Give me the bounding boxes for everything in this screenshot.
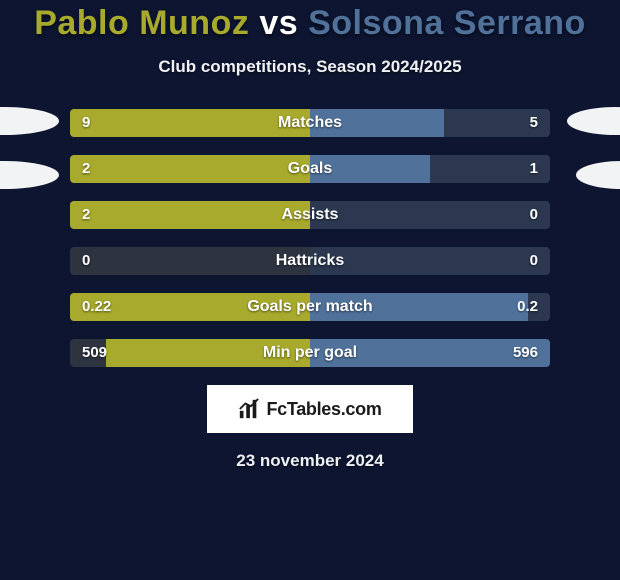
player2-name: Solsona Serrano — [308, 4, 586, 42]
page-title: Pablo Munoz vs Solsona Serrano — [0, 4, 620, 43]
stat-row: 95Matches — [70, 109, 550, 137]
stats-chart: 95Matches21Goals20Assists00Hattricks0.22… — [70, 109, 550, 367]
avatar-placeholder — [567, 107, 620, 135]
stat-value-right: 596 — [501, 339, 550, 367]
stat-row: 00Hattricks — [70, 247, 550, 275]
stat-row: 0.220.2Goals per match — [70, 293, 550, 321]
stat-value-left: 0 — [70, 247, 102, 275]
stat-value-right: 0 — [518, 247, 550, 275]
avatar-placeholder — [0, 161, 59, 189]
stat-value-right: 5 — [518, 109, 550, 137]
subtitle: Club competitions, Season 2024/2025 — [0, 57, 620, 77]
stat-row: 20Assists — [70, 201, 550, 229]
stat-value-left: 9 — [70, 109, 102, 137]
stat-row: 509596Min per goal — [70, 339, 550, 367]
stat-value-left: 2 — [70, 201, 102, 229]
stat-value-left: 509 — [70, 339, 119, 367]
player1-name: Pablo Munoz — [34, 4, 249, 42]
comparison-infographic: Pablo Munoz vs Solsona Serrano Club comp… — [0, 0, 620, 471]
player1-avatar-slot — [0, 109, 60, 189]
stat-value-left: 2 — [70, 155, 102, 183]
stat-value-right: 0.2 — [505, 293, 550, 321]
date-text: 23 november 2024 — [0, 451, 620, 471]
fctables-logo: FcTables.com — [207, 385, 413, 433]
avatar-placeholder — [0, 107, 59, 135]
vs-text: vs — [259, 4, 298, 42]
stat-row: 21Goals — [70, 155, 550, 183]
logo-text: FcTables.com — [266, 399, 381, 420]
stat-value-right: 1 — [518, 155, 550, 183]
stat-value-left: 0.22 — [70, 293, 123, 321]
avatar-placeholder — [576, 161, 620, 189]
logo-icon — [238, 398, 260, 420]
player2-avatar-slot — [560, 109, 620, 189]
stat-value-right: 0 — [518, 201, 550, 229]
